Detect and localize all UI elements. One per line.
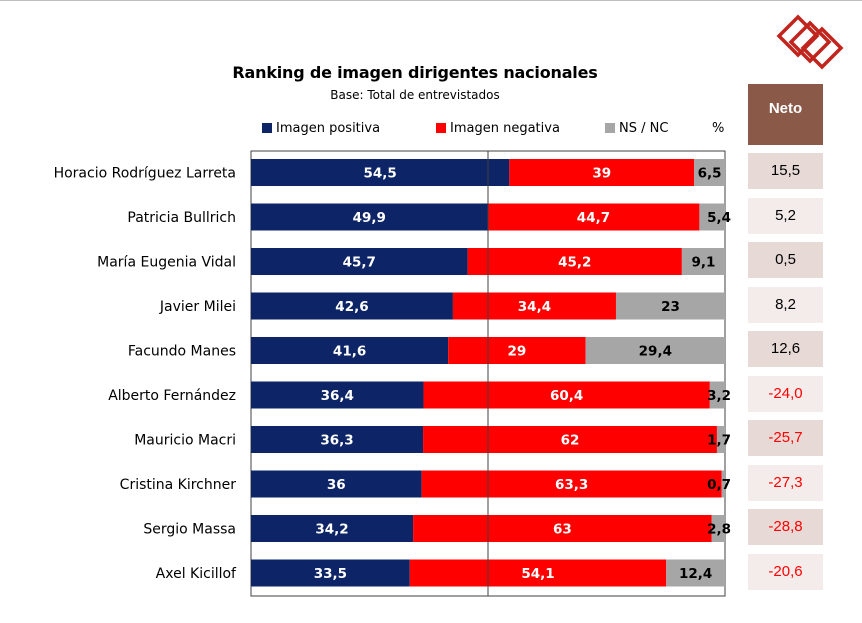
bar-segment: [681, 248, 725, 275]
category-label: María Eugenia Vidal: [97, 255, 236, 271]
data-label: 49,9: [353, 210, 386, 226]
legend-label: Imagen negativa: [450, 121, 560, 136]
legend-swatch: [262, 123, 272, 133]
data-label: 6,5: [698, 166, 722, 182]
bar-segment: [585, 337, 725, 364]
bar-segment: [716, 426, 725, 453]
bar-segment: [721, 470, 725, 498]
legend-label: Imagen positiva: [276, 121, 381, 136]
bar-segment: [251, 515, 414, 542]
neto-cell: -24,0: [748, 375, 823, 412]
bar-segment: [251, 470, 422, 498]
neto-cell: 5,2: [748, 197, 823, 234]
bar-segment: [413, 515, 712, 542]
bar-segment: [423, 426, 717, 453]
category-label: Cristina Kirchner: [120, 477, 237, 493]
data-label: 5,4: [707, 210, 731, 226]
neto-header: Neto: [748, 84, 823, 145]
data-label: 44,7: [577, 210, 610, 226]
category-label: Mauricio Macri: [134, 433, 236, 449]
data-label: 29,4: [639, 344, 672, 360]
data-label: 39: [592, 166, 611, 182]
bar-segment: [709, 381, 725, 409]
bar-segment: [251, 159, 510, 186]
data-label: 34,4: [518, 299, 551, 315]
bar-segment: [711, 515, 725, 542]
chart-subtitle: Base: Total de entrevistados: [330, 88, 500, 102]
bar-segment: [509, 159, 695, 186]
category-label: Facundo Manes: [128, 344, 236, 360]
bar-segment: [694, 159, 725, 186]
data-label: 36,3: [320, 433, 353, 449]
bar-segment: [251, 559, 410, 587]
bar-segment: [699, 203, 725, 231]
bar-segment: [409, 559, 667, 587]
bar-segment: [487, 203, 700, 231]
neto-cell: -20,6: [748, 553, 823, 590]
bar-segment: [448, 337, 586, 364]
category-label: Patricia Bullrich: [127, 210, 236, 226]
neto-cell: 0,5: [748, 242, 823, 278]
neto-cell: 12,6: [748, 331, 823, 367]
data-label: 0,7: [707, 477, 731, 493]
bar-segment: [666, 559, 725, 587]
category-label: Alberto Fernández: [108, 388, 236, 404]
category-label: Javier Milei: [159, 299, 236, 315]
neto-cell: 8,2: [748, 286, 823, 323]
bar-segment: [467, 248, 682, 275]
data-label: 60,4: [550, 388, 583, 404]
data-label: 34,2: [315, 522, 348, 538]
data-label: 42,6: [335, 299, 368, 315]
data-label: 45,2: [558, 255, 591, 271]
data-label: 29: [508, 344, 527, 360]
bar-segment: [251, 337, 449, 364]
data-label: 41,6: [333, 344, 366, 360]
interlocked-diamond-logo-icon: [776, 14, 844, 70]
neto-cell: -28,8: [748, 509, 823, 545]
neto-cell: -27,3: [748, 464, 823, 501]
legend-item-positiva: Imagen positiva: [262, 121, 380, 137]
data-label: 12,4: [679, 566, 712, 582]
category-label: Axel Kicillof: [156, 566, 237, 582]
bar-segment: [452, 292, 616, 320]
bar-segment: [423, 381, 710, 409]
data-label: 36,4: [321, 388, 354, 404]
data-label: 9,1: [691, 255, 715, 271]
neto-cell: 15,5: [748, 153, 823, 189]
bar-segment: [615, 292, 725, 320]
legend-item-negativa: Imagen negativa: [436, 121, 560, 137]
data-label: 54,5: [364, 166, 397, 182]
data-label: 36: [327, 477, 346, 493]
bar-segment: [251, 203, 488, 231]
data-label: 33,5: [314, 566, 347, 582]
neto-cell: -25,7: [748, 420, 823, 456]
data-label: 23: [661, 299, 680, 315]
data-label: 2,8: [707, 522, 731, 538]
category-label: Sergio Massa: [143, 522, 236, 538]
legend-swatch: [436, 123, 446, 133]
bar-segment: [251, 381, 424, 409]
data-label: 62: [561, 433, 580, 449]
bar-segment: [251, 248, 468, 275]
unit-label: %: [712, 121, 725, 136]
top-divider: [0, 0, 862, 1]
legend-label: NS / NC: [619, 121, 669, 136]
data-label: 45,7: [343, 255, 376, 271]
data-label: 63,3: [555, 477, 588, 493]
data-label: 63: [553, 522, 572, 538]
data-label: 1,7: [707, 433, 731, 449]
data-label: 54,1: [521, 566, 554, 582]
data-label: 3,2: [707, 388, 731, 404]
bar-segment: [421, 470, 722, 498]
bar-segment: [251, 426, 424, 453]
category-label: Horacio Rodríguez Larreta: [54, 166, 236, 182]
legend-item-nsnc: NS / NC: [605, 121, 668, 137]
chart-title: Ranking de imagen dirigentes nacionales: [232, 63, 598, 82]
bar-segment: [251, 292, 453, 320]
legend-swatch: [605, 123, 615, 133]
